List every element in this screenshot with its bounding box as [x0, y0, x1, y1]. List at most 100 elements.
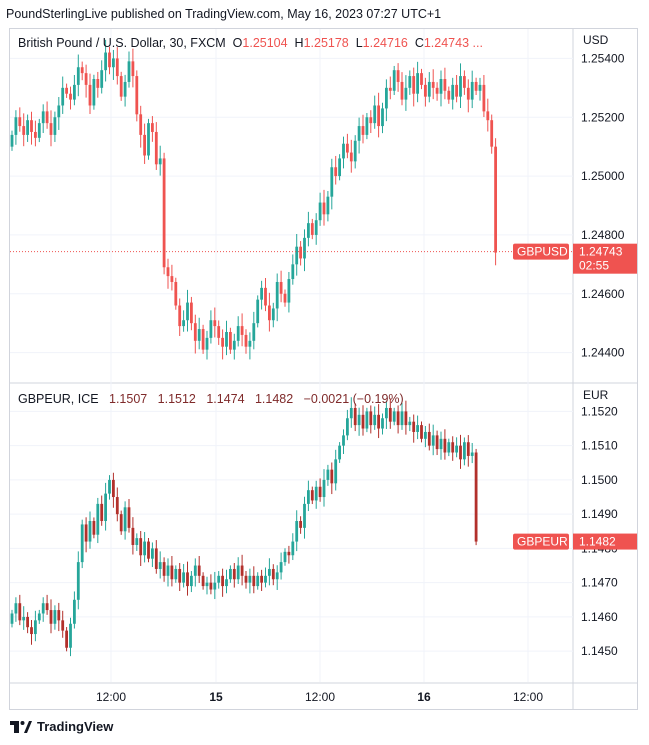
bottom-legend-o: 1.1507: [109, 392, 148, 406]
top-legend-c: 1.24743 ...: [423, 36, 483, 50]
candle-body: [451, 84, 455, 100]
symbol-tag-label: GBPEUR: [517, 535, 568, 549]
top-legend: British Pound / U.S. Dollar, 30, FXCM O1…: [18, 36, 483, 50]
price-tick-label: 1.1460: [581, 610, 618, 624]
symbol-tag: [513, 243, 569, 260]
chart-frame: [9, 28, 638, 710]
candle-body: [170, 565, 174, 580]
candle-body: [474, 81, 478, 91]
price-tick-label: 1.1470: [581, 576, 618, 590]
candle-body: [127, 507, 131, 528]
candle-body: [291, 541, 295, 556]
candle-body: [353, 140, 357, 162]
time-tick-label: 12:00: [305, 690, 335, 704]
candle-body: [404, 411, 408, 426]
candle-body: [96, 79, 100, 88]
last-price-label: 1.24743: [579, 245, 623, 259]
candle-body: [307, 490, 310, 504]
candle-body: [470, 452, 474, 456]
candle-body: [193, 565, 197, 576]
candle-body: [158, 158, 162, 165]
candle-body: [221, 337, 224, 347]
bottom-legend-c: 1.1482: [254, 392, 294, 406]
candle-body: [275, 281, 279, 309]
candle-body: [61, 87, 65, 106]
price-tick-label: 1.25000: [581, 169, 625, 183]
candle-body: [232, 340, 236, 350]
symbol-tag-label: GBPUSD: [517, 245, 568, 259]
top-legend-c-label: C: [414, 36, 424, 50]
candle-body: [18, 603, 22, 621]
candle-body: [400, 81, 404, 100]
last-price-label: 1.1482: [579, 535, 616, 549]
candle-body: [435, 435, 439, 450]
candle-body: [463, 442, 466, 460]
candle-body: [14, 117, 18, 135]
candle-body: [427, 81, 431, 97]
candle-body: [455, 445, 458, 453]
candle-body: [147, 541, 150, 559]
candle-body: [338, 158, 341, 177]
candle-body: [412, 421, 416, 432]
candle-body: [104, 52, 107, 71]
candle-body: [463, 76, 466, 88]
candle-body: [470, 81, 474, 100]
candle-body: [256, 299, 260, 324]
candle-body: [244, 334, 248, 347]
footer[interactable]: TradingView: [10, 719, 113, 734]
candle-body: [299, 246, 302, 259]
candle-body: [190, 575, 193, 587]
candle-body: [92, 79, 96, 106]
candle-body: [385, 87, 388, 109]
candle-body: [88, 521, 92, 542]
candle-body: [34, 620, 37, 635]
candle-body: [100, 503, 104, 522]
candle-body: [283, 293, 287, 303]
candle-body: [271, 568, 275, 580]
candle-body: [112, 479, 115, 498]
top-legend-h: 1.25178: [303, 36, 349, 50]
currency-label: EUR: [583, 388, 609, 402]
candle-body: [229, 568, 232, 580]
candle-body: [330, 167, 334, 197]
candle-body: [271, 308, 275, 321]
candle-body: [26, 616, 29, 628]
bottom-legend-l: 1.1474: [206, 392, 245, 406]
candle-body: [232, 568, 236, 580]
candle-body: [240, 326, 244, 335]
candle-body: [143, 134, 146, 156]
candle-body: [256, 575, 260, 587]
candle-body: [373, 105, 377, 124]
bottom-legend: GBPEUR, ICE 1.1507 1.1512 1.1474 1.1482 …: [18, 392, 404, 406]
top-legend-l-label: L: [355, 36, 363, 50]
candle-body: [447, 90, 451, 100]
price-tick-label: 1.24600: [581, 287, 625, 301]
candle-body: [30, 120, 33, 132]
candle-body: [49, 123, 53, 135]
candle-body: [65, 630, 68, 648]
last-price-box: [573, 533, 637, 550]
candle-body: [287, 279, 291, 303]
top-legend-title: British Pound / U.S. Dollar, 30, FXCM: [18, 36, 226, 50]
candle-body: [494, 146, 497, 253]
candle-body: [299, 521, 302, 528]
candle-body: [400, 411, 404, 426]
candle-body: [14, 603, 18, 614]
candle-body: [57, 105, 61, 118]
candle-body: [76, 67, 80, 85]
candle-body: [365, 411, 369, 429]
candle-body: [69, 623, 72, 648]
candle-body: [303, 237, 306, 259]
candle-body: [10, 134, 14, 147]
candle-body: [131, 61, 135, 77]
candle-body: [268, 305, 271, 321]
candle-body: [310, 223, 314, 235]
candle-body: [346, 418, 349, 436]
bottom-legend-h: 1.1512: [157, 392, 196, 406]
candle-body: [119, 76, 123, 97]
candle-body: [18, 117, 22, 127]
footer-logo-text: TradingView: [37, 719, 114, 734]
candle-body: [307, 223, 310, 238]
candle-body: [295, 521, 299, 542]
